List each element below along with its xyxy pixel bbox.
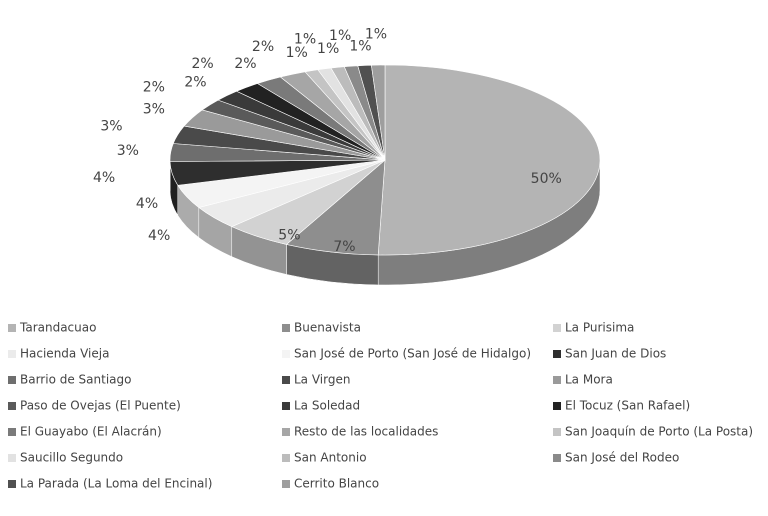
data-label: 3% (117, 143, 139, 159)
legend-swatch (282, 350, 290, 358)
data-label: 50% (531, 171, 562, 187)
legend-label: Tarandacuao (19, 321, 96, 335)
legend-swatch (8, 376, 16, 384)
legend-swatch (8, 350, 16, 358)
legend-swatch (553, 428, 561, 436)
data-label: 4% (136, 196, 158, 212)
legend-label: San José de Porto (San José de Hidalgo) (294, 347, 531, 361)
data-label: 3% (143, 101, 165, 117)
data-label: 1% (329, 28, 351, 44)
legend-label: Buenavista (294, 321, 361, 335)
data-label: 5% (278, 227, 300, 243)
data-label: 2% (143, 79, 165, 95)
legend-swatch (553, 350, 561, 358)
legend-label: La Soledad (294, 399, 360, 413)
data-label: 2% (234, 56, 256, 72)
legend-swatch (282, 376, 290, 384)
legend-swatch (282, 480, 290, 488)
legend-swatch (282, 454, 290, 462)
data-label: 4% (93, 170, 115, 186)
data-label: 2% (184, 75, 206, 91)
data-label: 4% (148, 228, 170, 244)
legend-swatch (8, 454, 16, 462)
legend-label: Resto de las localidades (294, 425, 438, 439)
legend-label: Barrio de Santiago (20, 373, 131, 387)
data-label: 7% (333, 239, 355, 255)
legend-swatch (553, 454, 561, 462)
data-label: 1% (365, 27, 387, 43)
legend-label: La Virgen (294, 373, 350, 387)
legend-swatch (282, 324, 290, 332)
legend-label: San José del Rodeo (565, 451, 679, 465)
legend-swatch (282, 428, 290, 436)
legend-label: El Tocuz (San Rafael) (565, 399, 690, 413)
legend-label: La Mora (565, 373, 613, 387)
legend-label: Cerrito Blanco (294, 477, 379, 491)
legend-label: San Antonio (294, 451, 367, 465)
legend-label: San Juan de Dios (565, 347, 666, 361)
legend-label: Paso de Ovejas (El Puente) (20, 399, 181, 413)
data-label: 1% (294, 32, 316, 48)
data-label: 2% (252, 39, 274, 55)
data-label: 3% (100, 119, 122, 135)
legend-swatch (8, 428, 16, 436)
legend-swatch (8, 480, 16, 488)
legend-label: San Joaquín de Porto (La Posta) (565, 425, 753, 439)
legend-label: El Guayabo (El Alacrán) (20, 425, 162, 439)
legend-label: Saucillo Segundo (20, 451, 123, 465)
legend-label: La Purisima (565, 321, 634, 335)
legend-swatch (553, 324, 561, 332)
legend-label: Hacienda Vieja (20, 347, 109, 361)
legend-swatch (282, 402, 290, 410)
data-label: 2% (191, 56, 213, 72)
legend-swatch (8, 324, 16, 332)
legend-swatch (553, 376, 561, 384)
legend-swatch (8, 402, 16, 410)
legend-label: La Parada (La Loma del Encinal) (20, 477, 212, 491)
legend-swatch (553, 402, 561, 410)
